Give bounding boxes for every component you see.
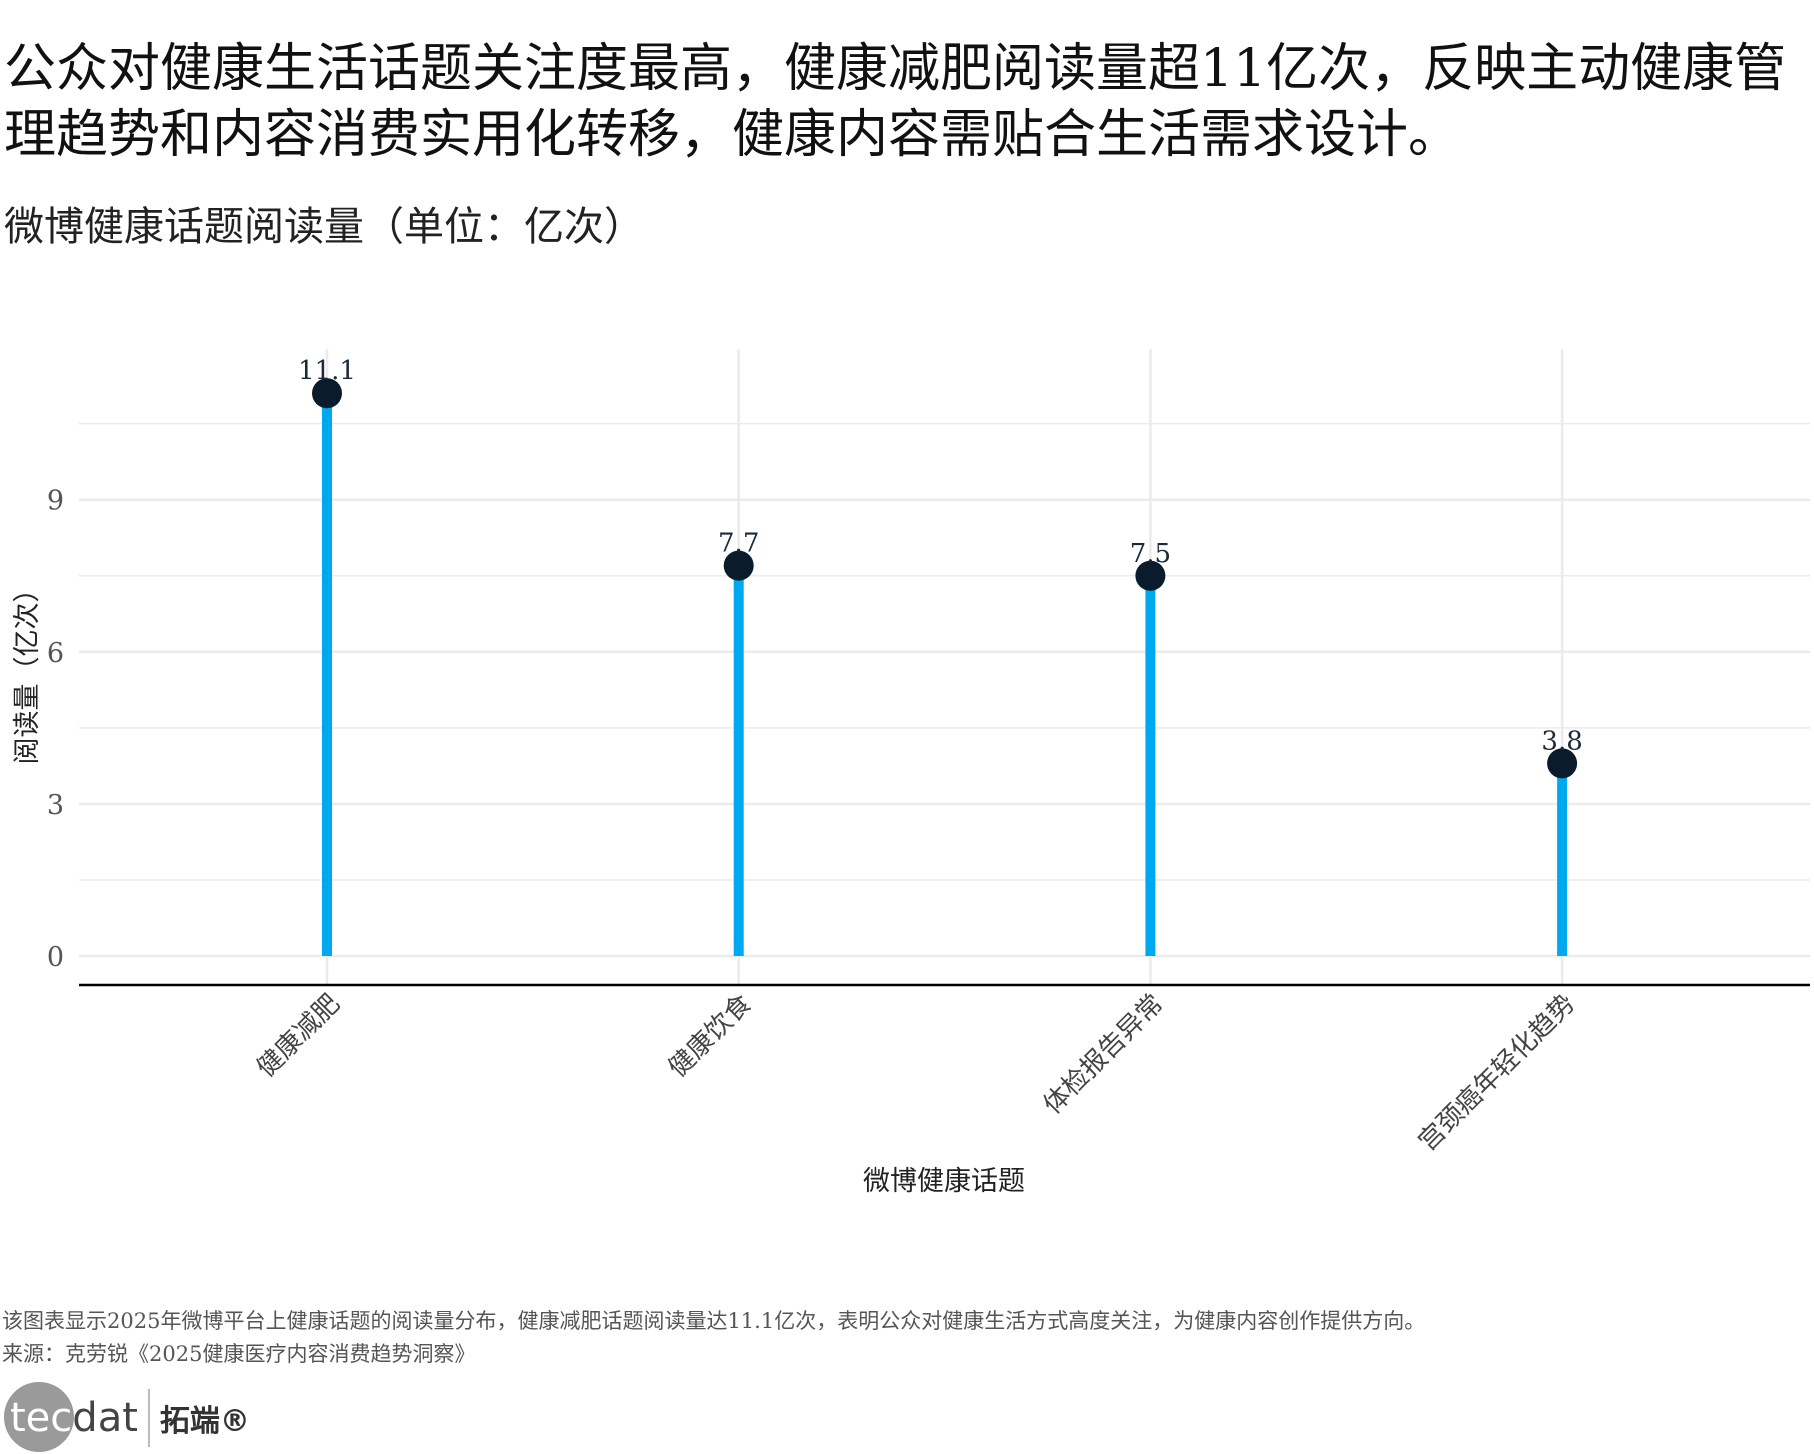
chart-subtitle: 微博健康话题阅读量（单位：亿次） [4,204,644,250]
x-tick-label: 健康减肥 [251,989,346,1084]
chart-caption: 该图表显示2025年微博平台上健康话题的阅读量分布，健康减肥话题阅读量达11.1… [2,1309,1426,1333]
lollipop-point [1547,748,1578,779]
value-label: 11.1 [298,356,356,386]
lollipop-point [312,378,342,409]
y-tick-label: 3 [47,790,64,821]
y-tick-label: 6 [47,638,64,669]
y-axis-title: 阅读量（亿次） [12,576,43,765]
x-tick-label: 体检报告异常 [1038,989,1170,1121]
lollipop-point [1135,560,1166,591]
x-tick-label: 宫颈癌年轻化趋势 [1413,989,1581,1157]
lollipop-chart: 11.1 7.7 7.5 3.8 0 3 6 9 健康减肥 健康饮食 体检报告异常 宫颈癌年轻化趋势… [12,349,1810,1197]
value-label: 7.5 [1130,539,1171,569]
x-tick-label: 健康饮食 [663,989,758,1084]
x-axis-title: 微博健康话题 [863,1166,1025,1197]
y-tick-label: 0 [47,942,64,973]
tecdat-logo: tecdat 拓端® [4,1382,250,1454]
logo-circle [4,1382,74,1452]
y-tick-label: 9 [47,486,64,517]
logo-cn: 拓端® [159,1404,250,1439]
value-label: 3.8 [1541,726,1582,756]
value-label: 7.7 [718,529,759,559]
lollipop-point [723,550,754,581]
chart-source: 来源：克劳锐《2025健康医疗内容消费趋势洞察》 [2,1342,476,1366]
chart-title: 公众对健康生活话题关注度最高，健康减肥阅读量超11亿次，反映主动健康管理趋势和内… [4,39,1787,165]
